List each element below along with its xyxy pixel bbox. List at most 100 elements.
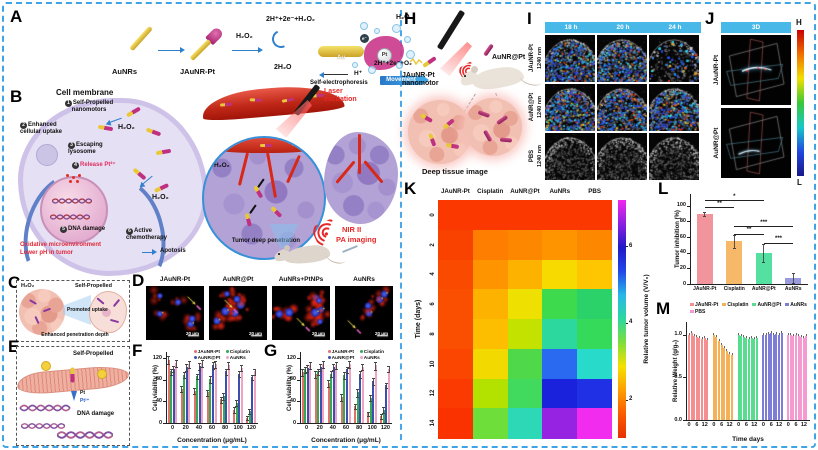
heatmap-cell (472, 289, 509, 320)
nanomotor-icon (70, 367, 75, 383)
bar (726, 240, 743, 284)
error-bar (200, 359, 204, 368)
error-bar (763, 332, 764, 335)
nanorod-icon (112, 298, 121, 308)
legend: JAuNR-Pt Cisplatin AuNR@Pt AuNRs (193, 350, 258, 362)
bar (693, 336, 696, 420)
bar (301, 371, 304, 423)
bar (367, 413, 370, 423)
cell-nucleus (102, 308, 111, 317)
bubble-icon (406, 50, 415, 59)
error-bar (726, 348, 728, 351)
h2o2-label: H₂O₂ (152, 194, 169, 201)
bar (327, 383, 330, 423)
y-tick-label: 20 (679, 264, 686, 271)
nanorod-icon (42, 307, 52, 313)
x-tick-label: 80 (356, 425, 363, 431)
pa-image-aunrpt-20h (597, 84, 647, 131)
error-bar (732, 234, 736, 250)
bubble-icon (360, 22, 368, 30)
error-bar (768, 331, 770, 334)
bar (356, 392, 359, 423)
bar (690, 333, 693, 420)
bar (354, 405, 357, 423)
arrow-right-icon (158, 47, 185, 53)
bar (688, 334, 691, 420)
bar (753, 339, 756, 420)
panel-a-synthesis-scheme: A AuNRs JAuNR-Pt H₂O₂ 2H⁺+2e⁻+H₂O₂ 2H₂O … (8, 6, 429, 86)
nanomotor-icon (442, 118, 455, 130)
self-propelled-label: Self-Propelled (75, 283, 112, 289)
bar (248, 411, 251, 423)
y-tick (297, 401, 300, 403)
heatmap-cell (438, 259, 474, 290)
bar (742, 337, 745, 420)
heatmap-cell (438, 289, 474, 320)
panel-label-m: M (656, 299, 671, 318)
error-bar (329, 370, 333, 379)
row-label-jaunr-pt: JAuNR-Pt (713, 54, 720, 86)
panel-divider (400, 10, 402, 440)
mouse-eye (278, 253, 280, 255)
error-bar (208, 376, 212, 384)
propulsion-trail-icon (410, 58, 423, 66)
bubble-icon (368, 66, 376, 74)
bar (188, 363, 191, 423)
x-tick-label: 12 (701, 422, 708, 428)
error-bar (795, 332, 797, 335)
row-tick-label: 8 (430, 332, 436, 336)
error-bar (787, 332, 789, 335)
y-tick-label: 0 (292, 419, 296, 426)
x-tick-label: 20 (316, 425, 323, 431)
row-wavelength: 1240 nm (536, 95, 543, 119)
row-axis-label: Time (days) (415, 299, 422, 339)
heatmap-cell (507, 259, 543, 290)
y-tick-label: 0 (158, 419, 162, 426)
error-bar (382, 407, 386, 414)
x-tick-label: AuNRs (784, 286, 802, 292)
heatmap-column-header: PBS (588, 188, 601, 195)
heatmap-cell (507, 348, 543, 379)
error-bar (704, 336, 706, 339)
heatmap-column-header: AuNR@Pt (510, 188, 540, 195)
bar (725, 350, 728, 420)
x-tick-label: 0 (305, 425, 309, 431)
error-bar (806, 334, 807, 337)
bar (225, 371, 228, 423)
y-tick-label: 120 (152, 354, 162, 361)
step-number: 2 (20, 122, 27, 129)
bar (372, 381, 375, 423)
heatmap-cell (542, 229, 578, 260)
promoted-uptake-label: Promoted uptake (67, 307, 108, 313)
x-tick-label: 0 (786, 422, 790, 428)
bar (740, 335, 743, 420)
step-number: 4 (72, 162, 79, 169)
bar (233, 409, 236, 423)
error-bar (366, 411, 370, 417)
bar (720, 345, 723, 420)
bar (359, 374, 362, 423)
nanomotor-icon (419, 112, 434, 123)
panel-e-dna-damage: Self-Propelled Pt Pt²⁺ DNA damage (16, 346, 130, 446)
error-bar (803, 336, 805, 339)
proton-label: H⁺ (354, 70, 363, 77)
colorbar-tick (626, 322, 628, 324)
x-tick-label: 0 (712, 422, 716, 428)
x-tick-label: 12 (776, 422, 783, 428)
y-tick-label: 80 (155, 376, 162, 383)
tumor-deep-penetration-label: Tumor deep penetration (231, 238, 301, 244)
panel-label-d: D (132, 271, 145, 290)
bar (309, 364, 312, 423)
bar (314, 374, 317, 423)
pt-sphere: Pt (377, 48, 392, 63)
dna-strand-icon (50, 214, 90, 220)
error-bar (384, 382, 388, 389)
bar (382, 409, 385, 423)
y-tick (683, 377, 686, 379)
x-tick-label: AuNR@Pt (751, 286, 776, 292)
pa-colorbar (797, 30, 804, 176)
y-tick-label: 40 (679, 249, 686, 256)
error-bar (321, 361, 325, 369)
tumor-inhibition-chart: 0 20 40 60 80 100 Tumor inhibition (%) JAuNR-Pt… (668, 184, 812, 298)
